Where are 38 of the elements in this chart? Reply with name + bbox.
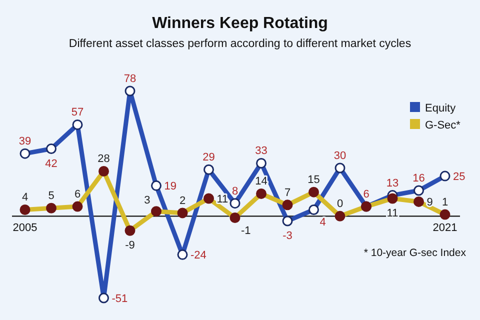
chart-subtitle: Different asset classes perform according to different market cycles <box>68 38 412 50</box>
data-label: 39 <box>18 136 32 148</box>
data-label: 0 <box>336 198 344 210</box>
annotation: * 10-year G-sec Index <box>364 247 467 259</box>
data-label: 4 <box>320 216 326 229</box>
data-label: -24 <box>190 250 206 262</box>
data-label: 15 <box>308 174 320 186</box>
data-label: 6 <box>74 188 81 201</box>
data-label: -1 <box>241 224 251 237</box>
data-label: 3 <box>144 194 150 206</box>
data-label: 28 <box>98 153 110 166</box>
data-label: 5 <box>48 190 54 202</box>
data-label: 25 <box>453 171 466 184</box>
data-label: 29 <box>202 152 215 164</box>
data-label: 16 <box>412 172 425 184</box>
data-label: 1 <box>442 196 448 209</box>
data-label: 78 <box>124 73 136 85</box>
x-tick-label: 2005 <box>12 222 38 234</box>
data-label: 33 <box>255 145 268 158</box>
data-label: 30 <box>334 150 346 162</box>
data-label: 19 <box>164 180 176 193</box>
chart-title: Winners Keep Rotating <box>152 15 328 32</box>
data-label: -9 <box>125 240 135 252</box>
data-label: 13 <box>386 177 399 190</box>
data-label: 42 <box>45 158 58 170</box>
data-label: 4 <box>22 192 28 204</box>
legend-label: G-Sec* <box>425 120 462 132</box>
data-label: 57 <box>71 106 84 119</box>
data-label: 14 <box>255 176 268 188</box>
data-label: -3 <box>282 230 292 242</box>
data-label: 8 <box>232 185 238 198</box>
data-label: 6 <box>363 188 370 201</box>
data-label: 2 <box>179 194 186 207</box>
x-tick-label: 2021 <box>432 222 458 234</box>
data-label: -51 <box>112 293 128 305</box>
data-label: 11 <box>216 194 228 206</box>
data-label: 7 <box>284 186 291 199</box>
legend-label: Equity <box>425 102 456 114</box>
